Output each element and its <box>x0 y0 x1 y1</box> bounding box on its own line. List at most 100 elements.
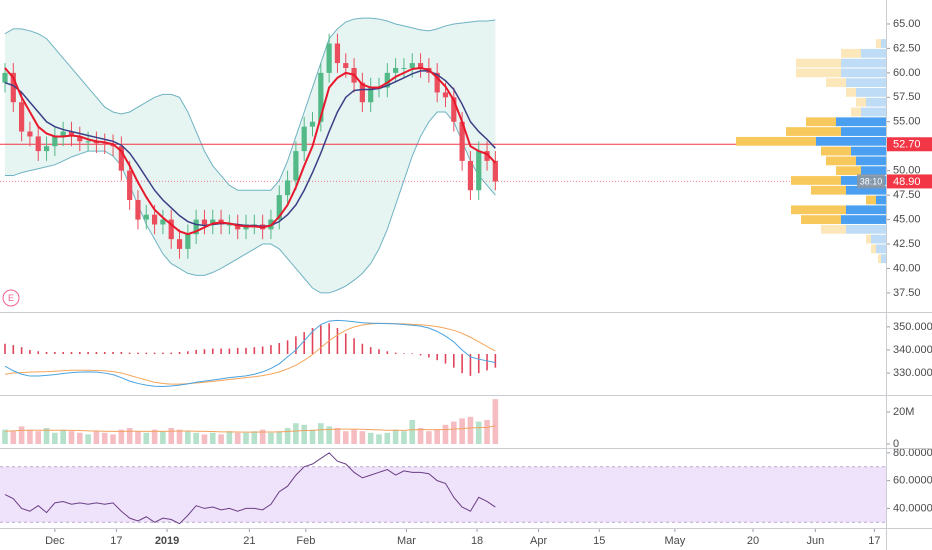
volume-bar <box>326 426 332 444</box>
volume-bar <box>226 431 233 444</box>
y-tick-label: 42.50 <box>893 238 921 250</box>
macd-line <box>4 319 496 387</box>
profile-row <box>841 68 886 78</box>
y-tick-label: 50.00 <box>893 165 921 177</box>
candle-body <box>393 67 399 73</box>
candle-body <box>176 239 183 249</box>
profile-row <box>861 107 886 117</box>
profile-row <box>836 117 886 127</box>
profile-row <box>791 176 841 185</box>
candle-body <box>459 121 465 161</box>
y-tick-label: 330.0000 <box>893 367 932 379</box>
profile-row <box>871 234 886 244</box>
candle-body <box>185 234 191 249</box>
profile-row <box>881 254 886 264</box>
candle-body <box>160 219 166 225</box>
volume-bar <box>401 431 407 444</box>
macd-signal <box>4 322 496 385</box>
volume-bar <box>43 428 50 444</box>
candle-body <box>102 143 108 145</box>
candle-body <box>409 63 415 68</box>
candle-body <box>151 214 158 225</box>
candle-body <box>276 195 282 220</box>
profile-row <box>841 215 886 224</box>
x-tick-label: 21 <box>243 535 255 547</box>
volume-bar <box>126 428 133 444</box>
volume-bar <box>168 428 175 444</box>
volume-bar <box>60 429 66 444</box>
profile-row <box>846 205 886 215</box>
chart-layer: 65.0062.5060.0057.5055.0052.5050.0047.50… <box>0 17 932 547</box>
candle-body <box>492 160 498 182</box>
candle-body <box>334 43 341 64</box>
y-tick-label: 37.50 <box>893 287 921 299</box>
x-tick-label: Feb <box>296 535 315 547</box>
profile-row <box>796 58 841 68</box>
profile-row <box>791 205 846 215</box>
y-tick-label: 80.0000 <box>893 447 932 459</box>
volume-bar <box>426 431 432 444</box>
countdown-label: 38:10 <box>860 176 883 186</box>
profile-row <box>836 166 861 176</box>
volume-bar <box>268 432 274 444</box>
event-marker-label: E <box>8 293 14 303</box>
volume-bar <box>384 432 391 444</box>
profile-row <box>861 48 886 58</box>
x-tick-label: Mar <box>397 535 416 547</box>
candle-body <box>343 63 349 68</box>
candle-body <box>476 151 482 191</box>
volume-bar <box>484 420 490 444</box>
volume-bar <box>185 431 191 444</box>
candle-body <box>127 170 133 201</box>
y-tick-label: 350.0000 <box>893 321 932 333</box>
candle-body <box>326 43 332 73</box>
candle-body <box>309 121 316 127</box>
y-tick-label: 40.0000 <box>893 502 932 514</box>
profile-row <box>841 48 861 58</box>
profile-row <box>841 127 886 136</box>
volume-bar <box>218 434 224 444</box>
profile-row <box>856 97 866 107</box>
event-marker[interactable] <box>2 289 20 307</box>
candle-body <box>2 72 8 83</box>
volume-bar <box>209 432 216 444</box>
y-tick-label: 60.0000 <box>893 475 932 487</box>
candle-body <box>10 72 16 103</box>
profile-row <box>826 78 846 88</box>
candle-body <box>226 224 232 226</box>
volume-bar <box>201 434 208 444</box>
candle-body <box>451 97 457 122</box>
volume-bar <box>143 432 150 444</box>
countdown-badge <box>857 174 885 189</box>
volume-bar <box>10 431 17 444</box>
y-tick-label: 45.00 <box>893 213 921 225</box>
profile-row <box>736 136 816 146</box>
y-tick-label: 47.50 <box>893 189 921 201</box>
candle-body <box>201 219 208 225</box>
candle-body <box>235 224 241 230</box>
volume-bar <box>110 434 116 444</box>
y-tick-label: 0 <box>893 438 899 450</box>
profile-row <box>866 234 871 244</box>
volume-bar <box>293 423 299 444</box>
y-tick-label: 57.50 <box>893 91 921 103</box>
volume-bar <box>467 416 474 444</box>
volume-bar <box>334 428 341 444</box>
profile-row <box>796 68 841 78</box>
candle-body <box>168 219 174 240</box>
profile-row <box>816 136 886 146</box>
candle-body <box>301 126 307 152</box>
volume-bar <box>35 431 42 444</box>
candle-body <box>417 63 424 68</box>
profile-row <box>876 244 886 254</box>
candle-body <box>484 151 490 161</box>
profile-row <box>821 224 846 234</box>
volume-bar <box>417 428 424 444</box>
volume-bar <box>442 424 449 444</box>
profile-row <box>821 146 851 156</box>
profile-row <box>856 156 886 166</box>
volume-bar <box>234 432 241 444</box>
volume-bar <box>76 432 83 444</box>
volume-bar <box>2 429 8 444</box>
candle-body <box>68 131 75 137</box>
